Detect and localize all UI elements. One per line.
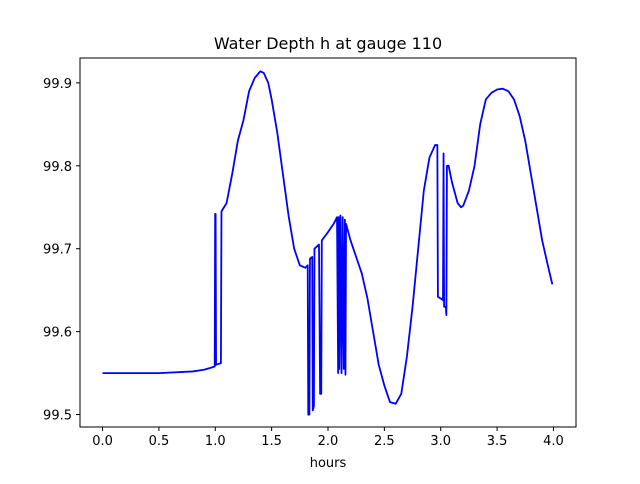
x-tick-label: 0.5 xyxy=(149,434,170,449)
y-tick-label: 99.6 xyxy=(43,326,72,341)
x-axis-ticks: 0.0 0.5 1.0 1.5 2.0 2.5 3.0 3.5 4.0 xyxy=(92,427,564,449)
x-tick-label: 1.5 xyxy=(261,434,282,449)
y-tick-label: 99.7 xyxy=(43,243,72,258)
x-tick-label: 3.0 xyxy=(430,434,451,449)
y-tick-label: 99.5 xyxy=(43,409,72,424)
y-tick-label: 99.8 xyxy=(43,160,72,175)
plot-area xyxy=(102,70,554,416)
series-line xyxy=(102,70,554,416)
x-tick-label: 3.5 xyxy=(487,434,508,449)
chart-title: Water Depth h at gauge 110 xyxy=(214,34,442,53)
axes-frame xyxy=(79,57,577,428)
x-tick-label: 4.0 xyxy=(543,434,564,449)
x-tick-label: 1.0 xyxy=(205,434,226,449)
x-tick-label: 2.0 xyxy=(318,434,339,449)
x-axis-label: hours xyxy=(310,456,347,471)
y-tick-label: 99.9 xyxy=(43,77,72,92)
x-tick-label: 0.0 xyxy=(92,434,113,449)
x-tick-label: 2.5 xyxy=(374,434,395,449)
y-axis-ticks: 99.5 99.6 99.7 99.8 99.9 xyxy=(43,77,80,424)
